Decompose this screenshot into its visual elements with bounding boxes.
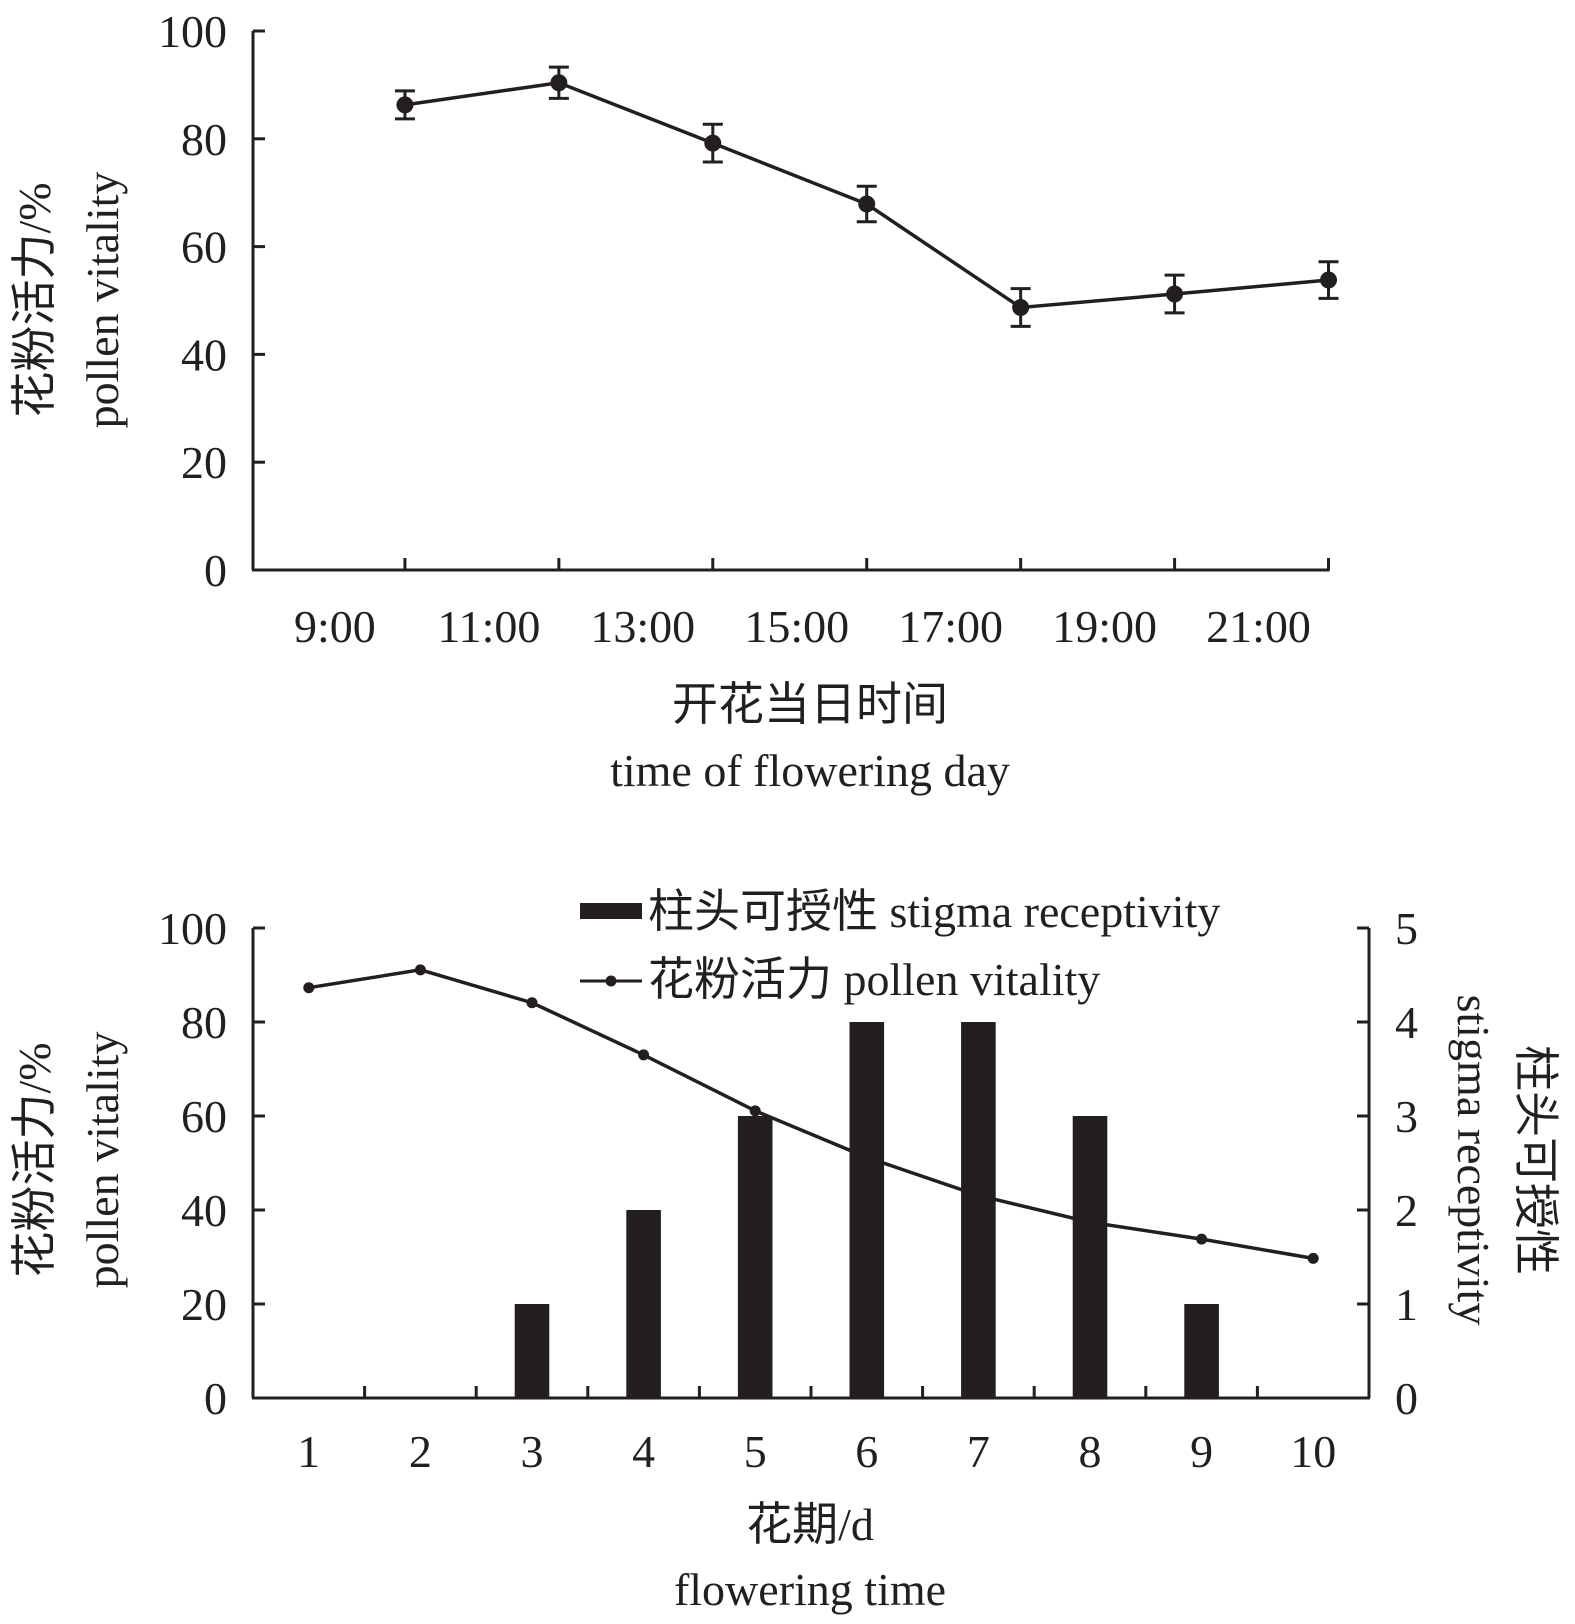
stigma-receptivity-bar — [1184, 1304, 1219, 1398]
top-x-tick-label: 9:00 — [294, 601, 376, 652]
stigma-receptivity-bar — [626, 1210, 661, 1398]
bottom-y-tick-label: 60 — [181, 1091, 227, 1142]
pollen-vitality-line — [308, 968, 1314, 1261]
bottom-chart: 0 20 40 60 80 100 0 1 2 3 4 5 1 2 3 4 5 6 7 8 9 10 — [158, 903, 1418, 1477]
stigma-receptivity-bar — [961, 1022, 996, 1398]
stigma-receptivity-bar — [849, 1022, 885, 1398]
bottom-x-tick-label: 8 — [1079, 1426, 1102, 1477]
bottom-x-title: flowering time — [674, 1564, 946, 1615]
top-y-tick-label: 20 — [181, 437, 227, 488]
bottom-x-tick-label: 2 — [409, 1426, 432, 1477]
bottom-y-tick-label: 0 — [204, 1373, 227, 1424]
top-data-point — [396, 96, 414, 114]
bottom-x-tick-label: 5 — [744, 1426, 767, 1477]
top-y-tick-label: 40 — [181, 329, 227, 380]
pollen-vitality-point — [414, 964, 426, 976]
top-y-title-cn: 花粉活力/% — [9, 182, 60, 417]
bottom-y-tick-label: 40 — [181, 1185, 227, 1236]
top-x-tick-label: 15:00 — [744, 601, 849, 652]
legend-bar-swatch — [580, 903, 642, 919]
bottom-y2-tick-label: 5 — [1395, 903, 1418, 954]
stigma-receptivity-bar — [1072, 1116, 1108, 1398]
bottom-y2-tick-label: 4 — [1395, 997, 1418, 1048]
bottom-y2-title: stigma receptivity — [1448, 995, 1499, 1326]
top-x-tick-label: 17:00 — [898, 601, 1003, 652]
top-data-point — [550, 74, 568, 92]
top-x-tick-label: 13:00 — [590, 601, 695, 652]
pollen-vitality-point — [1307, 1252, 1319, 1264]
bottom-y2-title-cn: 柱头可授性 — [1510, 1045, 1561, 1275]
top-x-tick-label: 19:00 — [1052, 601, 1157, 652]
pollen-vitality-point — [749, 1105, 761, 1117]
bottom-y2-tick-label: 3 — [1395, 1091, 1418, 1142]
bottom-x-tick-label: 4 — [632, 1426, 655, 1477]
top-x-tick-label: 11:00 — [437, 601, 540, 652]
bottom-x-tick-label: 1 — [297, 1426, 320, 1477]
bottom-x-tick-label: 3 — [521, 1426, 544, 1477]
bottom-y-tick-label: 100 — [158, 903, 227, 954]
stigma-receptivity-bar — [514, 1304, 550, 1398]
top-y-tick-label: 0 — [204, 545, 227, 596]
bottom-y2-tick-label: 1 — [1395, 1279, 1418, 1330]
bottom-y-tick-label: 20 — [181, 1279, 227, 1330]
bottom-x-tick-label: 6 — [855, 1426, 878, 1477]
bottom-y-title: pollen vitality — [77, 1032, 128, 1289]
top-x-tick-label: 21:00 — [1206, 601, 1311, 652]
top-x-title-cn: 开花当日时间 — [672, 679, 948, 730]
bottom-x-title-cn: 花期/d — [746, 1499, 874, 1550]
top-chart: 0 20 40 60 80 100 9:00 11:00 13:00 15:00 17:00 19:0… — [158, 6, 1339, 652]
bottom-x-tick-label: 7 — [967, 1426, 990, 1477]
top-data-point — [1012, 299, 1030, 317]
bottom-y2-tick-label: 0 — [1395, 1373, 1418, 1424]
top-data-point — [1320, 271, 1338, 289]
top-data-point — [858, 195, 876, 213]
top-y-tick-label: 80 — [181, 114, 227, 165]
top-x-title: time of flowering day — [610, 745, 1010, 796]
bottom-y2-tick-label: 2 — [1395, 1185, 1418, 1236]
top-y-title: pollen vitality — [77, 172, 128, 429]
bottom-x-tick-label: 9 — [1190, 1426, 1213, 1477]
pollen-vitality-point — [303, 982, 315, 994]
pollen-vitality-point — [1196, 1233, 1208, 1245]
stigma-receptivity-bar — [737, 1116, 773, 1398]
top-data-point — [704, 134, 722, 152]
pollen-vitality-point — [526, 997, 538, 1009]
bottom-y-tick-label: 80 — [181, 997, 227, 1048]
top-data-point — [1166, 285, 1184, 303]
legend-line-marker — [605, 975, 617, 987]
top-y-tick-label: 60 — [181, 222, 227, 273]
legend-line-label: 花粉活力 pollen vitality — [648, 954, 1100, 1005]
legend: 柱头可授性 stigma receptivity 花粉活力 pollen vit… — [580, 886, 1220, 1005]
legend-bar-label: 柱头可授性 stigma receptivity — [648, 886, 1220, 937]
bottom-x-tick-label: 10 — [1290, 1426, 1336, 1477]
top-y-tick-label: 100 — [158, 6, 227, 57]
pollen-vitality-point — [638, 1049, 650, 1061]
bottom-y-title-cn: 花粉活力/% — [9, 1042, 60, 1277]
